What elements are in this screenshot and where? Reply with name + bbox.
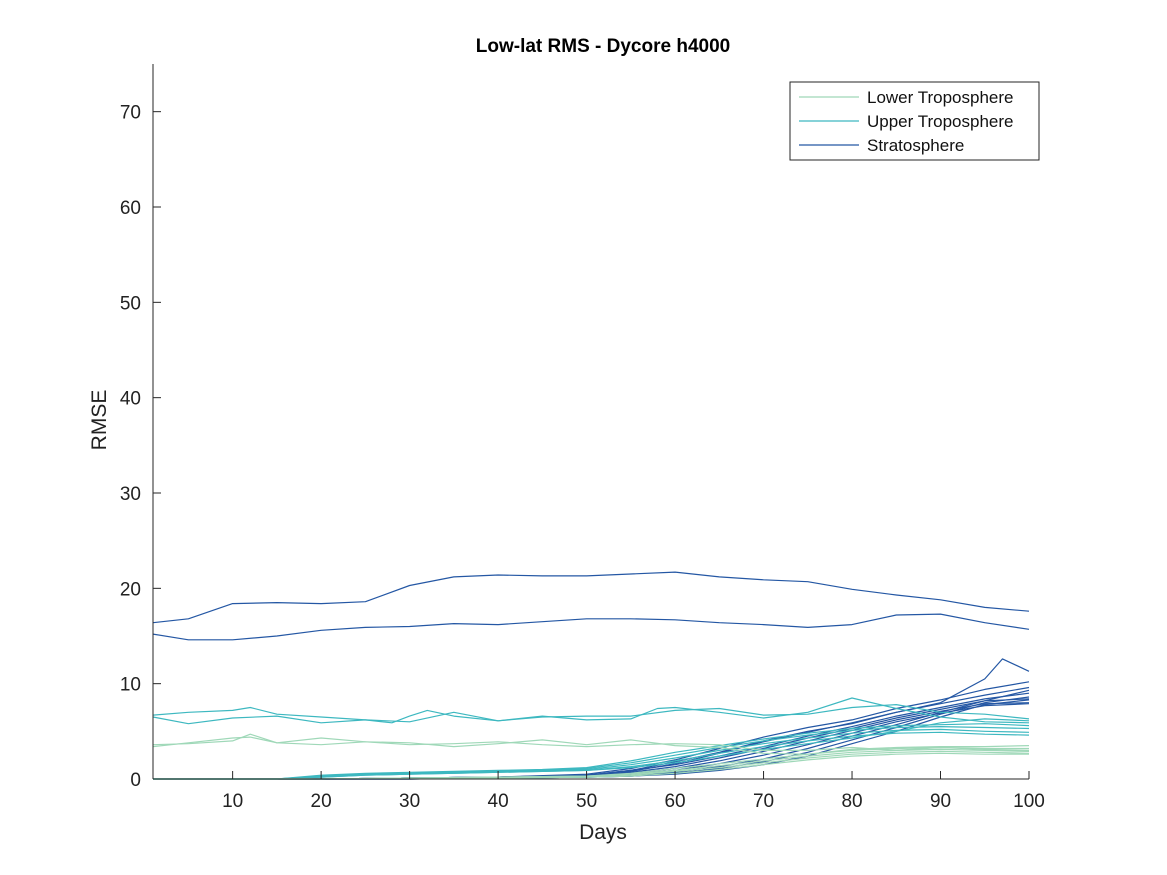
y-axis-label: RMSE [88,390,111,451]
series-line-upper-troposphere-13 [152,703,1030,725]
series-line-upper-troposphere-16 [153,728,1030,780]
series-line-upper-troposphere-18 [153,718,1030,780]
x-tick-label: 60 [664,791,685,812]
y-tick-label: 30 [120,484,141,505]
series-line-stratosphere-1 [152,613,1030,641]
x-tick-label: 20 [311,791,332,812]
x-tick-label: 50 [576,791,597,812]
y-tick-label: 10 [120,675,141,696]
series-line-stratosphere-0 [152,571,1030,624]
y-tick-label: 50 [120,293,141,314]
series-line-upper-troposphere-14 [153,723,1030,780]
y-tick-label: 70 [120,103,141,124]
legend-label: Upper Troposphere [867,112,1013,131]
y-tick-label: 40 [120,389,141,410]
x-tick-label: 100 [1013,791,1045,812]
y-tick-label: 0 [130,770,141,791]
y-tick-label: 20 [120,579,141,600]
x-axis-label: Days [579,821,627,844]
legend: Lower Troposphere Upper Troposphere Strato… [789,81,1040,161]
legend-label: Stratosphere [867,136,964,155]
x-tick-label: 90 [930,791,951,812]
x-tick-label: 30 [399,791,420,812]
x-tick-label: 70 [753,791,774,812]
y-tick-label: 60 [120,198,141,219]
x-tick-label: 10 [222,791,243,812]
chart-title: Low-lat RMS - Dycore h4000 [476,36,730,57]
x-tick-label: 40 [488,791,509,812]
x-tick-label: 80 [841,791,862,812]
legend-label: Lower Troposphere [867,88,1013,107]
series-line-upper-troposphere-12 [152,697,1030,724]
axes-layer: 10 20 30 40 50 60 70 80 90 100 0 10 20 30 40 50 60 70 [120,64,1045,812]
